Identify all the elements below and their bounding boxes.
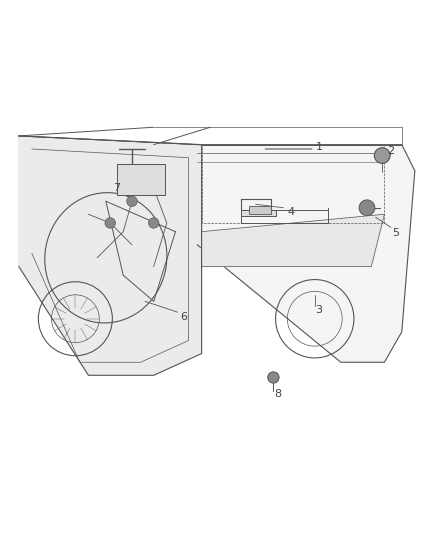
Text: 7: 7 <box>113 183 120 193</box>
Text: 1: 1 <box>316 142 323 152</box>
Circle shape <box>127 196 137 206</box>
Circle shape <box>268 372 279 383</box>
FancyBboxPatch shape <box>250 206 271 214</box>
Text: 4: 4 <box>287 207 294 217</box>
Circle shape <box>374 148 390 163</box>
Text: 3: 3 <box>316 305 323 315</box>
Polygon shape <box>197 144 415 362</box>
Text: 2: 2 <box>387 146 395 156</box>
Circle shape <box>359 200 375 215</box>
Text: 8: 8 <box>274 389 281 399</box>
Circle shape <box>148 218 159 228</box>
Text: 6: 6 <box>181 312 187 321</box>
Circle shape <box>105 218 116 228</box>
FancyBboxPatch shape <box>117 164 165 195</box>
Polygon shape <box>19 136 201 375</box>
Text: 5: 5 <box>392 228 399 238</box>
Polygon shape <box>201 214 385 266</box>
FancyBboxPatch shape <box>241 210 276 216</box>
